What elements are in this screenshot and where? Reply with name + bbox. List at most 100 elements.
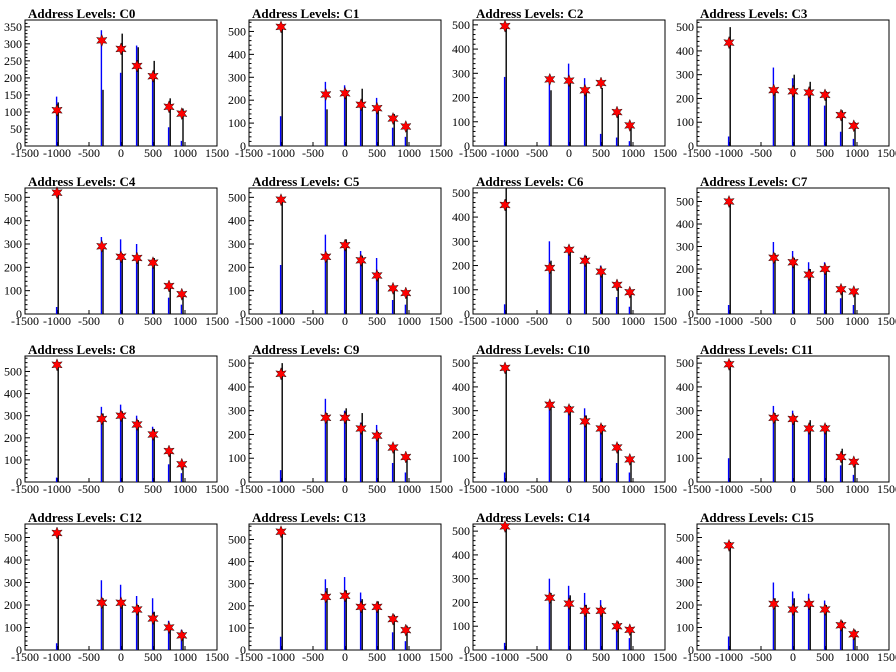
x-tick-label: -500 <box>78 314 100 328</box>
x-tick-label: 1500 <box>877 650 896 664</box>
peak-marker <box>624 118 636 132</box>
x-tick-label: 0 <box>790 314 796 328</box>
y-tick-label: 500 <box>4 364 22 378</box>
peak-marker <box>320 411 332 425</box>
x-tick-label: 1000 <box>621 482 645 496</box>
y-tick-label: 500 <box>452 356 470 370</box>
x-tick-label: 500 <box>816 482 834 496</box>
peak-marker <box>624 452 636 466</box>
peak-marker <box>819 262 831 276</box>
histogram-panel: Address Levels: C3-1500 -1000 -500 0 500 1000… <box>676 6 896 160</box>
x-tick-label: 500 <box>816 146 834 160</box>
y-tick-label: 100 <box>676 451 694 465</box>
y-tick-label: 400 <box>452 548 470 562</box>
y-tick-label: 200 <box>452 91 470 105</box>
x-tick-label: 1500 <box>877 314 896 328</box>
x-tick-label: -500 <box>750 482 772 496</box>
x-tick-label: -1000 <box>43 650 71 664</box>
x-tick-label: 1500 <box>877 482 896 496</box>
peak-marker <box>96 412 108 426</box>
peak-marker <box>51 526 63 540</box>
peak-marker <box>848 455 860 469</box>
peak-marker <box>339 411 351 425</box>
y-tick-label: 100 <box>228 284 246 298</box>
y-tick-label: 200 <box>452 259 470 273</box>
panel-title: Address Levels: C4 <box>28 174 136 189</box>
y-tick-label: 400 <box>452 380 470 394</box>
peak-marker <box>787 412 799 426</box>
x-tick-label: 1000 <box>845 650 869 664</box>
y-tick-label: 400 <box>228 214 246 228</box>
x-tick-label: 0 <box>790 650 796 664</box>
peak-marker <box>163 100 175 114</box>
peak-marker <box>768 251 780 265</box>
y-tick-label: 300 <box>4 409 22 423</box>
peak-marker <box>835 108 847 122</box>
peak-marker <box>563 243 575 257</box>
peak-marker <box>131 251 143 265</box>
histogram-panel: Address Levels: C1-1500 -1000 -500 0 500 1000… <box>228 6 453 160</box>
x-tick-label: -1500 <box>235 650 263 664</box>
x-tick-label: 500 <box>144 482 162 496</box>
peak-marker <box>320 250 332 264</box>
panel-title: Address Levels: C2 <box>476 6 583 21</box>
peak-marker <box>355 98 367 112</box>
y-tick-label: 100 <box>452 619 470 633</box>
peak-marker <box>147 256 159 270</box>
x-tick-label: -500 <box>526 650 548 664</box>
x-tick-label: -1000 <box>267 146 295 160</box>
peak-marker <box>624 623 636 637</box>
y-tick-label: 400 <box>676 553 694 567</box>
peak-marker <box>339 86 351 100</box>
peak-marker <box>848 284 860 299</box>
y-tick-label: 200 <box>676 91 694 105</box>
peak-marker <box>595 265 607 279</box>
peak-marker <box>803 421 815 436</box>
peak-marker <box>611 278 623 292</box>
x-tick-label: 0 <box>342 650 348 664</box>
x-tick-label: 500 <box>144 146 162 160</box>
y-tick-label: 500 <box>452 524 470 538</box>
x-tick-label: 1000 <box>845 146 869 160</box>
peak-marker <box>611 105 623 119</box>
peak-marker <box>51 186 63 200</box>
peak-marker <box>723 538 735 552</box>
peak-marker <box>768 83 780 97</box>
histogram-panel: Address Levels: C13 -1500 -1000 -500 0 500 100… <box>228 510 453 664</box>
x-tick-label: 1000 <box>173 482 197 496</box>
x-tick-label: 1500 <box>205 146 229 160</box>
y-tick-label: 100 <box>452 283 470 297</box>
panel-title: Address Levels: C14 <box>476 510 590 525</box>
peak-marker <box>96 239 108 253</box>
x-tick-label: 500 <box>368 482 386 496</box>
x-tick-label: -500 <box>78 650 100 664</box>
histogram-panel: Address Levels: C0-1500 -1000 -500 0 500 1000… <box>4 6 229 160</box>
x-tick-label: 1000 <box>845 314 869 328</box>
x-tick-label: 1000 <box>621 650 645 664</box>
x-tick-label: 0 <box>566 314 572 328</box>
peak-marker <box>387 111 399 126</box>
peak-marker <box>544 398 556 412</box>
peak-marker <box>723 194 735 209</box>
peak-marker <box>355 253 367 267</box>
x-tick-label: -1500 <box>11 146 39 160</box>
x-tick-label: 500 <box>368 314 386 328</box>
peak-marker <box>176 457 188 471</box>
peak-marker <box>96 596 108 610</box>
peak-marker <box>275 367 287 381</box>
peak-marker <box>96 33 108 47</box>
panel-title: Address Levels: C5 <box>252 174 360 189</box>
x-tick-label: 1000 <box>173 314 197 328</box>
x-tick-label: -1000 <box>715 146 743 160</box>
x-tick-label: 1000 <box>397 146 421 160</box>
peak-marker <box>579 254 591 268</box>
peak-marker <box>355 600 367 614</box>
peak-marker <box>579 414 591 428</box>
histogram-panel: Address Levels: C7-1500 -1000 -500 0 500 1000… <box>676 174 896 328</box>
peak-marker <box>115 42 127 56</box>
y-tick-label: 400 <box>676 217 694 231</box>
x-tick-label: 1500 <box>429 146 453 160</box>
peak-marker <box>163 279 175 293</box>
x-tick-label: -1500 <box>683 650 711 664</box>
y-tick-label: 200 <box>452 427 470 441</box>
